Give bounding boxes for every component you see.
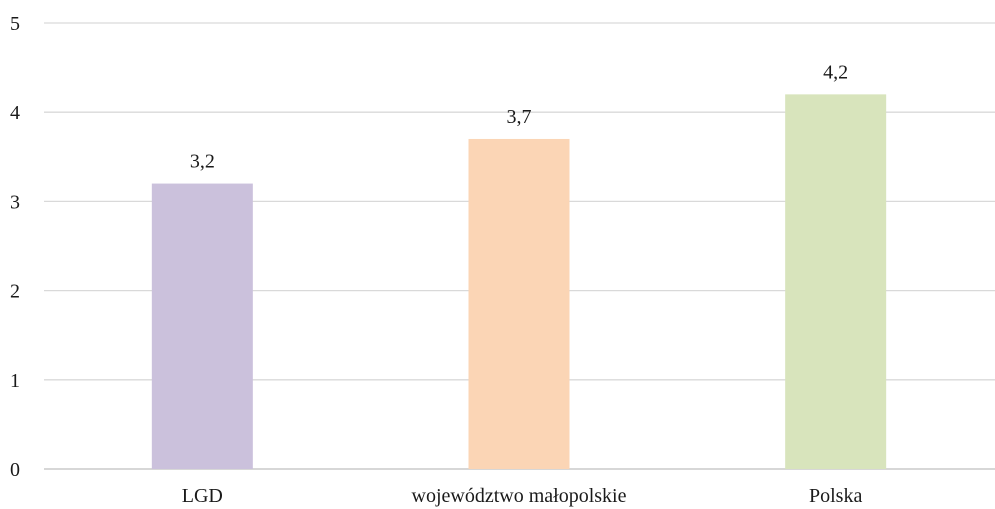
x-category-label: LGD [182, 485, 223, 507]
y-tick-label: 4 [10, 102, 20, 124]
data-label: 3,2 [190, 151, 215, 173]
x-category-label: Polska [809, 485, 862, 507]
x-category-label: województwo małopolskie [412, 485, 627, 507]
bar [151, 183, 253, 469]
data-label: 3,7 [507, 106, 532, 128]
y-tick-label: 2 [10, 281, 20, 303]
y-axis-ticks: 0 1 2 3 4 5 [10, 13, 20, 481]
bar [785, 94, 887, 470]
data-labels: 3,2 3,7 4,2 [190, 61, 848, 172]
y-tick-label: 3 [10, 191, 20, 213]
y-tick-label: 5 [10, 13, 20, 35]
y-tick-label: 1 [10, 370, 20, 392]
data-label: 4,2 [823, 61, 848, 83]
bar [468, 138, 570, 469]
bars [151, 94, 887, 470]
x-axis-categories: LGD województwo małopolskie Polska [182, 485, 863, 507]
y-tick-label: 0 [10, 459, 20, 481]
